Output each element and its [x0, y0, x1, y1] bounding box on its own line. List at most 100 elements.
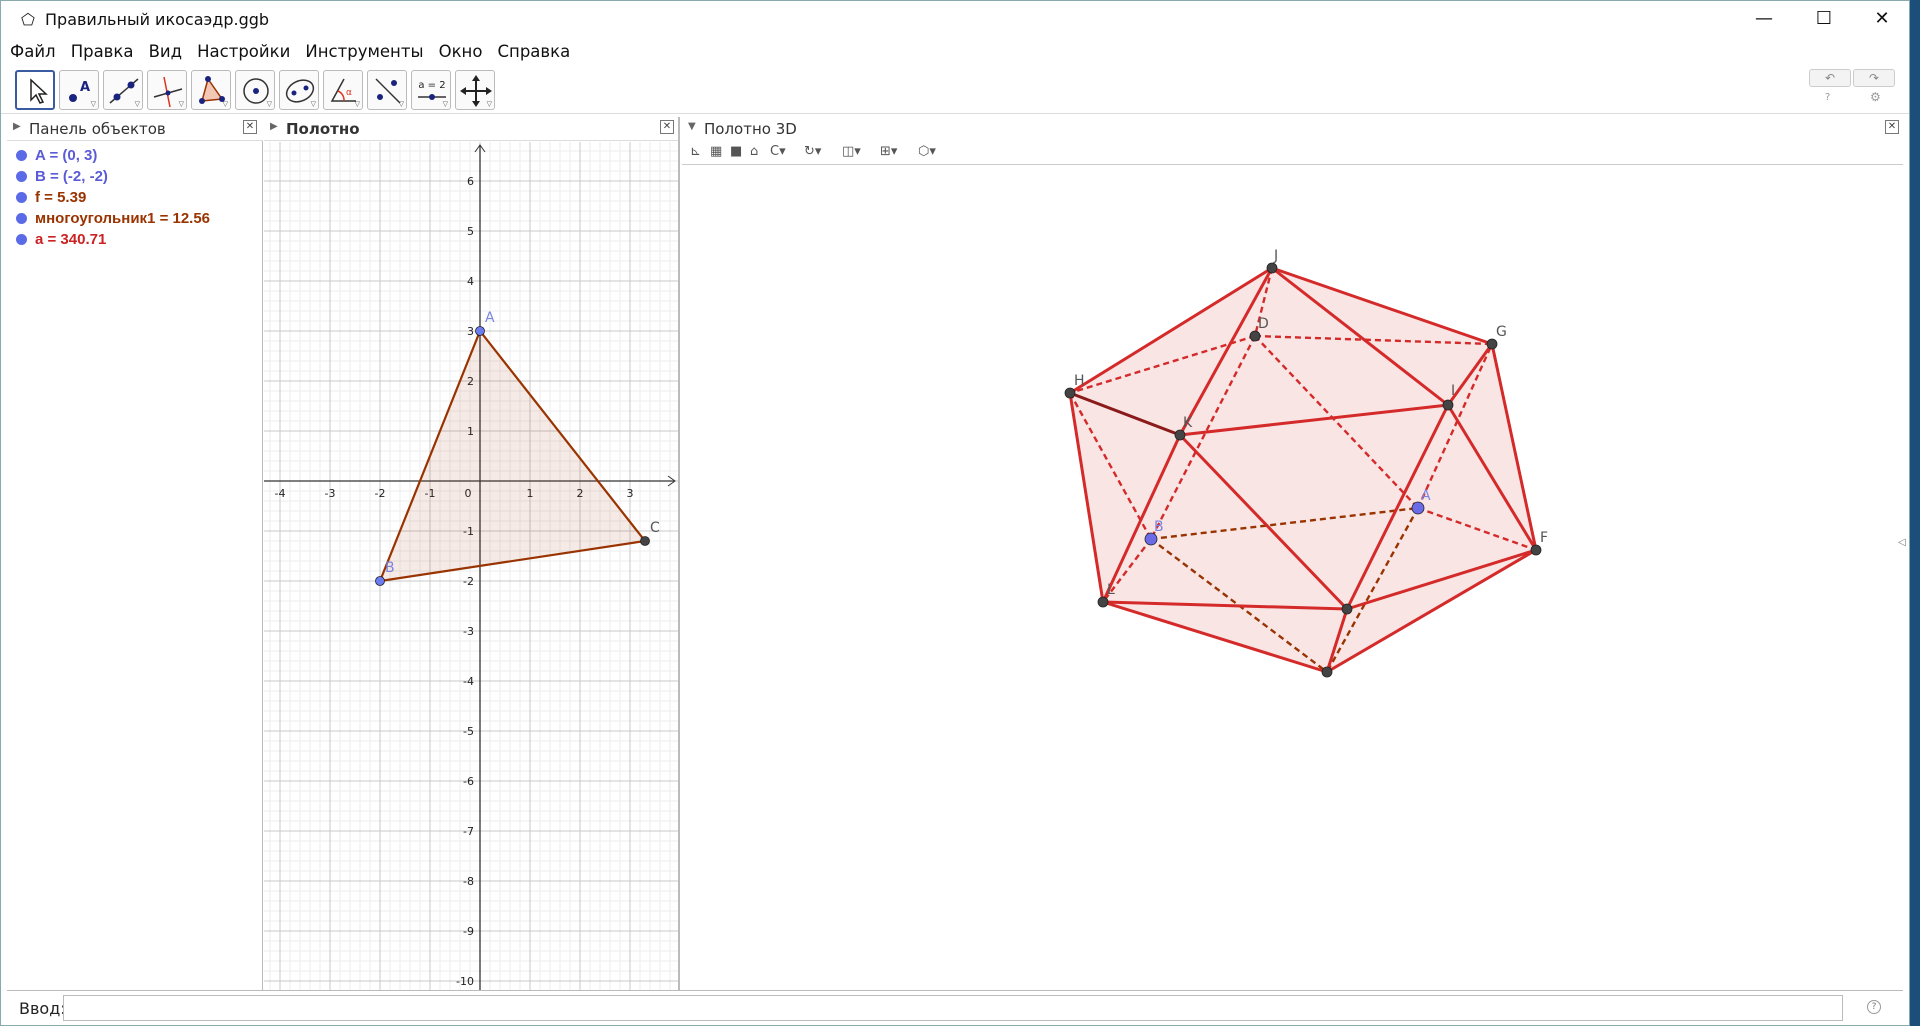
algebra-object-text: A = (0, 3)	[35, 147, 97, 164]
graphics-view[interactable]: ▶ Полотно ✕ -4 -3 -2 -1 0 1 2 3 6 5 4 3 2 1 -1 -2 -3 -4 -5…	[264, 117, 680, 990]
tool-perpendicular[interactable]: ▽	[147, 70, 187, 110]
vertex-l[interactable]	[1098, 597, 1108, 607]
toolbar-help-icon[interactable]: ?	[1825, 92, 1830, 103]
menu-bar: Файл Правка Вид Настройки Инструменты Ок…	[1, 39, 1909, 65]
close-panel-icon[interactable]: ✕	[660, 120, 674, 134]
vertex-j[interactable]	[1267, 263, 1277, 273]
vertex-h[interactable]	[1065, 388, 1075, 398]
y-tick-label: 6	[467, 175, 474, 188]
visibility-dot-icon[interactable]	[16, 213, 27, 224]
graphics-panel-header: ▶ Полотно ✕	[264, 117, 678, 141]
plane-toggle-icon[interactable]: ■	[730, 144, 742, 162]
tool-polygon[interactable]: ▽	[191, 70, 231, 110]
vertex-label-a: A	[1421, 488, 1431, 504]
point-b[interactable]	[376, 577, 385, 586]
algebra-panel-title: Панель объектов	[29, 120, 166, 138]
vertex-label-k: K	[1183, 415, 1193, 431]
icosahedron-scene[interactable]: J D G H I K A B F L	[682, 166, 1903, 990]
point-c[interactable]	[641, 537, 650, 546]
command-input[interactable]	[63, 995, 1843, 1021]
x-tick-label: -3	[325, 487, 336, 500]
collapse-arrow-icon[interactable]: ▼	[688, 121, 696, 132]
menu-view[interactable]: Вид	[140, 39, 187, 61]
axes-toggle-icon[interactable]: ⊾	[690, 144, 701, 162]
menu-help[interactable]: Справка	[489, 39, 576, 61]
visibility-dot-icon[interactable]	[16, 150, 27, 161]
close-panel-icon[interactable]: ✕	[243, 120, 257, 134]
tool-point[interactable]: A ▽	[59, 70, 99, 110]
vertex-label-i: I	[1451, 383, 1455, 399]
algebra-object-row[interactable]: a = 340.71	[7, 230, 263, 250]
point-a-label: A	[485, 310, 495, 326]
clipping-dropdown-icon[interactable]: C▾	[770, 144, 786, 162]
maximize-button[interactable]: ☐	[1801, 1, 1847, 39]
geogebra-app-icon: ⬠	[21, 10, 35, 29]
vertex-label-d: D	[1258, 316, 1269, 332]
vertex-m[interactable]	[1342, 604, 1352, 614]
tool-move-view[interactable]: ▽	[455, 70, 495, 110]
menu-file[interactable]: Файл	[1, 39, 61, 61]
y-tick-label: 3	[467, 325, 474, 338]
x-tick-label: 3	[627, 487, 634, 500]
y-tick-label: -8	[463, 875, 474, 888]
y-tick-label: -7	[463, 825, 474, 838]
view-direction-dropdown-icon[interactable]: ◫▾	[842, 144, 861, 162]
tool-slider[interactable]: a = 2 ▽	[411, 70, 451, 110]
collapse-arrow-icon[interactable]: ▶	[13, 121, 21, 132]
side-panel-toggle-icon[interactable]: ◁	[1898, 537, 1906, 548]
graphics-3d-view[interactable]: ▼ Полотно 3D ✕ ⊾ ▦ ■ ⌂ C▾ ↻▾ ◫▾ ⊞▾ ⬡▾ J D…	[682, 117, 1903, 990]
vertex-k[interactable]	[1175, 430, 1185, 440]
tool-conic[interactable]: ▽	[279, 70, 319, 110]
vertex-label-l: L	[1107, 582, 1115, 598]
point-a[interactable]	[476, 327, 485, 336]
visibility-dot-icon[interactable]	[16, 171, 27, 182]
window-title: Правильный икосаэдр.ggb	[45, 10, 269, 29]
collapse-arrow-icon[interactable]: ▶	[270, 121, 278, 132]
algebra-object-text: многоугольник1 = 12.56	[35, 210, 210, 227]
vertex-label-b: B	[1154, 519, 1164, 535]
algebra-object-row[interactable]: f = 5.39	[7, 188, 263, 208]
tool-line[interactable]: ▽	[103, 70, 143, 110]
input-label: Ввод:	[19, 999, 66, 1018]
vertex-n[interactable]	[1322, 667, 1332, 677]
close-panel-icon[interactable]: ✕	[1885, 120, 1899, 134]
home-icon[interactable]: ⌂	[750, 144, 758, 162]
menu-settings[interactable]: Настройки	[188, 39, 295, 61]
projection-dropdown-icon[interactable]: ⊞▾	[880, 144, 897, 162]
vertex-i[interactable]	[1443, 400, 1453, 410]
slider-tool-label: a = 2	[418, 80, 445, 91]
toolbar-settings-icon[interactable]: ⚙	[1870, 90, 1881, 104]
tool-reflect[interactable]: ▽	[367, 70, 407, 110]
input-help-icon[interactable]: ?	[1867, 1000, 1881, 1014]
vertex-label-g: G	[1496, 324, 1507, 340]
y-tick-label: 5	[467, 225, 474, 238]
algebra-panel-header: ▶ Панель объектов ✕	[7, 117, 263, 141]
y-tick-label: -5	[463, 725, 474, 738]
tool-circle[interactable]: ▽	[235, 70, 275, 110]
undo-button[interactable]: ↶	[1809, 69, 1851, 87]
coordinate-plane[interactable]: -4 -3 -2 -1 0 1 2 3654321-1-2-3-4-5-6-7-8-9-10A…	[264, 142, 678, 990]
vertex-g[interactable]	[1487, 339, 1497, 349]
close-button[interactable]: ✕	[1859, 1, 1905, 39]
svg-text:A: A	[80, 80, 90, 95]
algebra-object-row[interactable]: A = (0, 3)	[7, 146, 263, 166]
redo-button[interactable]: ↷	[1853, 69, 1895, 87]
tool-move[interactable]	[15, 70, 55, 110]
minimize-button[interactable]: —	[1741, 1, 1787, 39]
menu-window[interactable]: Окно	[430, 39, 488, 61]
grid-toggle-icon[interactable]: ▦	[710, 144, 722, 162]
menu-edit[interactable]: Правка	[62, 39, 139, 61]
visibility-dot-icon[interactable]	[16, 234, 27, 245]
vertex-d[interactable]	[1250, 331, 1260, 341]
cube-dropdown-icon[interactable]: ⬡▾	[918, 144, 936, 162]
algebra-panel: ▶ Панель объектов ✕ A = (0, 3) B = (-2, -…	[7, 117, 263, 990]
menu-tools[interactable]: Инструменты	[296, 39, 428, 61]
tool-angle[interactable]: α ▽	[323, 70, 363, 110]
y-tick-label: -10	[456, 975, 474, 988]
algebra-object-row[interactable]: B = (-2, -2)	[7, 167, 263, 187]
visibility-dot-icon[interactable]	[16, 192, 27, 203]
algebra-object-row[interactable]: многоугольник1 = 12.56	[7, 209, 263, 229]
rotate-view-dropdown-icon[interactable]: ↻▾	[804, 144, 821, 162]
vertex-f[interactable]	[1531, 545, 1541, 555]
view3d-style-bar: ⊾ ▦ ■ ⌂ C▾ ↻▾ ◫▾ ⊞▾ ⬡▾	[682, 141, 1903, 165]
